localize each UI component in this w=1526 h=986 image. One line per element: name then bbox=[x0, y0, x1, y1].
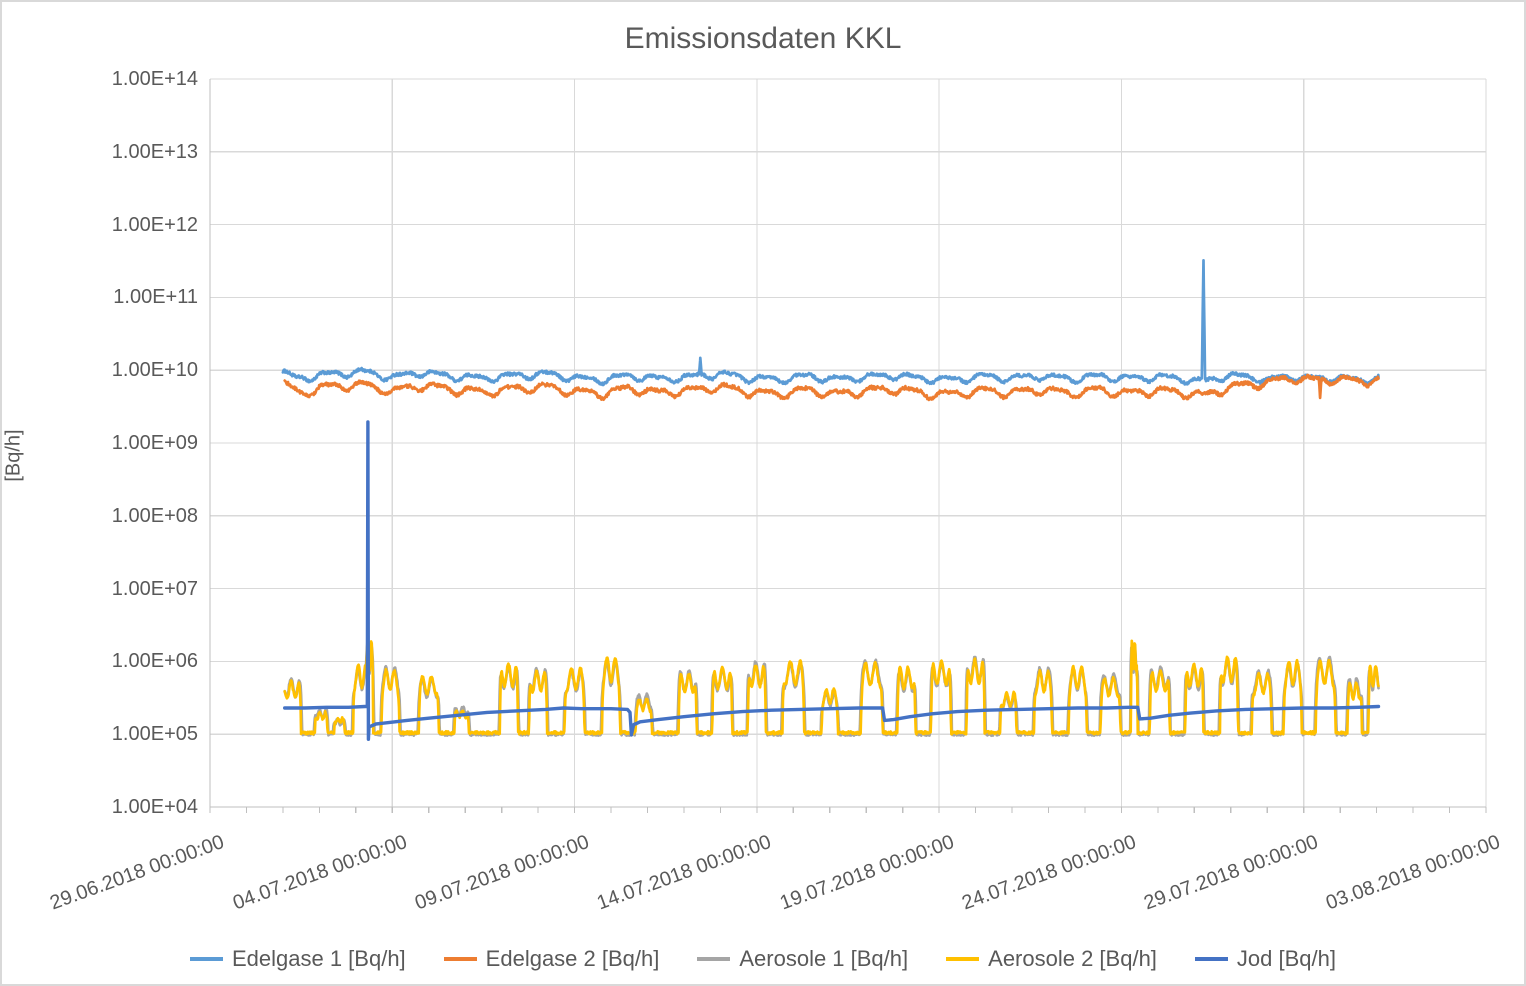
y-tick-label: 1.00E+14 bbox=[111, 68, 198, 90]
legend-item-aerosole-2-bq-h: Aerosole 2 [Bq/h] bbox=[946, 946, 1157, 972]
legend-item-aerosole-1-bq-h: Aerosole 1 [Bq/h] bbox=[697, 946, 908, 972]
legend-item-jod-bq-h: Jod [Bq/h] bbox=[1194, 946, 1336, 972]
y-tick-label: 1.00E+04 bbox=[111, 796, 198, 818]
series-group bbox=[281, 258, 1381, 741]
legend-label: Jod [Bq/h] bbox=[1236, 946, 1336, 971]
series-line-jod-bq-h bbox=[283, 420, 1381, 741]
gridlines bbox=[210, 78, 1487, 807]
legend-swatch bbox=[946, 957, 980, 961]
y-tick-label: 1.00E+06 bbox=[111, 650, 198, 673]
legend-label: Aerosole 2 [Bq/h] bbox=[988, 946, 1157, 971]
y-tick-label: 1.00E+07 bbox=[111, 577, 198, 600]
series-line-aerosole-2-bq-h bbox=[283, 638, 1380, 736]
legend-item-edelgase-1-bq-h: Edelgase 1 [Bq/h] bbox=[189, 946, 406, 972]
series-line-edelgase-1-bq-h bbox=[281, 258, 1380, 387]
legend-label: Aerosole 1 [Bq/h] bbox=[739, 946, 909, 971]
legend-swatch bbox=[697, 957, 731, 961]
legend-swatch bbox=[443, 957, 477, 961]
chart-title: Emissionsdaten KKL bbox=[624, 22, 902, 55]
legend-label: Edelgase 2 [Bq/h] bbox=[485, 946, 660, 971]
y-tick-label: 1.00E+10 bbox=[111, 359, 198, 382]
legend-item-edelgase-2-bq-h: Edelgase 2 [Bq/h] bbox=[443, 946, 660, 972]
axis-lines bbox=[209, 79, 1486, 808]
legend-label: Edelgase 1 [Bq/h] bbox=[231, 946, 406, 971]
y-tick-label: 1.00E+08 bbox=[111, 504, 198, 527]
y-tick-label: 1.00E+05 bbox=[111, 723, 198, 746]
x-axis-tick-marks bbox=[209, 807, 1487, 813]
legend-swatch bbox=[189, 957, 223, 961]
y-tick-label: 1.00E+12 bbox=[111, 213, 198, 236]
y-tick-label: 1.00E+11 bbox=[113, 286, 198, 309]
series-line-edelgase-2-bq-h bbox=[283, 373, 1380, 402]
legend-swatch bbox=[1194, 957, 1228, 961]
y-tick-label: 1.00E+13 bbox=[111, 140, 198, 163]
y-tick-label: 1.00E+09 bbox=[111, 432, 198, 454]
chart-legend: Edelgase 1 [Bq/h] Edelgase 2 [Bq/h] Aeroso… bbox=[2, 938, 1524, 980]
